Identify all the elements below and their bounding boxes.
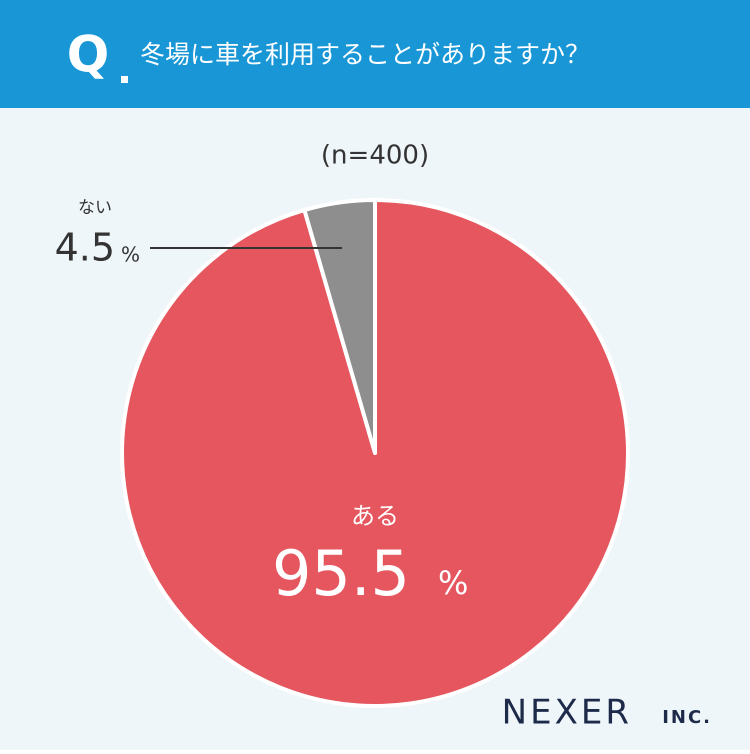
category-label: ない [78,198,112,218]
category-label: ある [351,502,399,530]
question-dot [121,76,128,83]
header-bar [0,0,750,108]
unit-label: % [121,243,140,267]
logo-suffix: INC. [662,707,712,728]
pie [120,198,630,708]
value-label: 95.5 [272,537,410,610]
chart-subtitle: (n=400) [321,141,429,171]
question-mark: Q [67,26,110,84]
chart-title: 冬場に車を利用することがありますか？ [140,40,590,69]
unit-label: % [438,564,468,602]
value-label: 4.5 [55,226,115,270]
pie-slice [302,198,377,455]
logo-name: NEXER [502,693,632,733]
